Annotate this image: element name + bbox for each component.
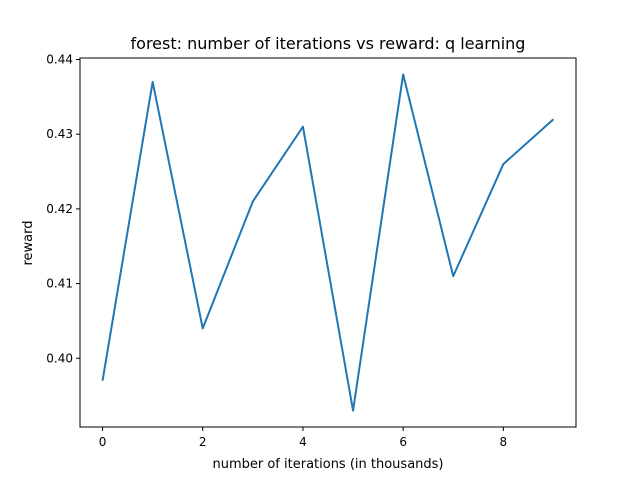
x-tick-label: 2 bbox=[199, 435, 207, 449]
y-tick-label: 0.43 bbox=[46, 127, 73, 141]
y-tick-label: 0.41 bbox=[46, 277, 73, 291]
x-tick-label: 6 bbox=[399, 435, 407, 449]
x-tick-label: 0 bbox=[99, 435, 107, 449]
axes-frame bbox=[79, 57, 577, 428]
y-tick-label: 0.42 bbox=[46, 202, 73, 216]
y-tick-label: 0.40 bbox=[46, 351, 73, 365]
x-axis-ticks: 0 2 4 6 8 bbox=[99, 427, 507, 449]
x-tick-label: 4 bbox=[299, 435, 307, 449]
x-tick-label: 8 bbox=[500, 435, 508, 449]
plot-area bbox=[101, 73, 555, 412]
y-tick-label: 0.44 bbox=[46, 52, 73, 66]
series-line-0 bbox=[101, 73, 555, 412]
x-axis-label: number of iterations (in thousands) bbox=[212, 457, 443, 472]
y-axis-ticks: 0.40 0.41 0.42 0.43 0.44 bbox=[46, 52, 80, 365]
chart-title: forest: number of iterations vs reward: … bbox=[131, 34, 526, 53]
y-axis-label: reward bbox=[21, 220, 36, 265]
